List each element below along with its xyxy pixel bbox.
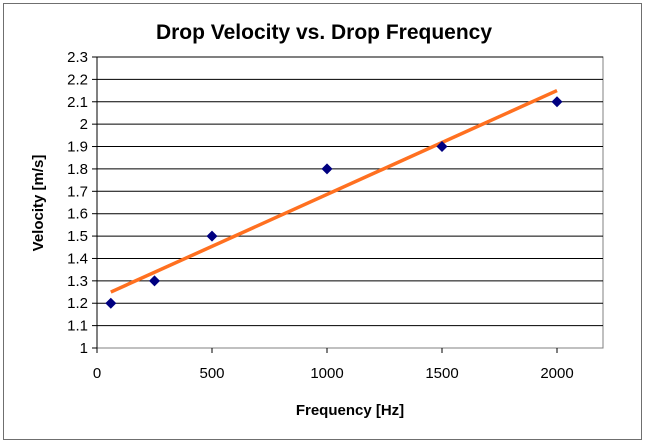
y-tick-label: 1 bbox=[80, 340, 88, 357]
y-tick-label: 2 bbox=[80, 116, 88, 133]
x-tick-label: 500 bbox=[199, 365, 224, 382]
y-tick-label: 1.3 bbox=[67, 273, 88, 290]
y-tick-label: 1.5 bbox=[67, 228, 88, 245]
x-tick-label: 1000 bbox=[310, 365, 343, 382]
data-point-marker bbox=[321, 163, 333, 175]
plot-area bbox=[96, 56, 604, 349]
chart-title: Drop Velocity vs. Drop Frequency bbox=[156, 21, 492, 44]
data-point-marker bbox=[436, 141, 448, 153]
y-tick-label: 1.4 bbox=[67, 250, 88, 267]
chart-frame bbox=[3, 3, 642, 440]
y-tick-label: 1.6 bbox=[67, 206, 88, 223]
y-tick-label: 1.7 bbox=[67, 183, 88, 200]
data-point-marker bbox=[206, 230, 218, 242]
y-axis-label: Velocity [m/s] bbox=[30, 155, 47, 252]
y-tick-label: 2.1 bbox=[67, 94, 88, 111]
x-axis-label: Frequency [Hz] bbox=[296, 402, 404, 419]
y-tick-label: 1.8 bbox=[67, 161, 88, 178]
y-tick-label: 2.2 bbox=[67, 71, 88, 88]
x-tick-label: 2000 bbox=[540, 365, 573, 382]
x-tick-label: 0 bbox=[93, 365, 101, 382]
x-axis-ticks: 0 500 1000 1500 2000 bbox=[93, 348, 574, 382]
data-point-marker bbox=[105, 297, 117, 309]
trendline bbox=[110, 88, 558, 294]
data-point-marker bbox=[149, 275, 160, 287]
x-tick-label: 1500 bbox=[425, 365, 458, 382]
grid-lines bbox=[96, 56, 603, 348]
y-tick-label: 2.3 bbox=[67, 49, 88, 66]
y-tick-label: 1.1 bbox=[67, 318, 88, 335]
trendline-group bbox=[110, 88, 558, 294]
y-axis-ticks: 1 1.1 1.2 1.3 1.4 1.5 1.6 1.7 1.8 1.9 2 2.1 2.2 2.3 bbox=[67, 49, 97, 357]
y-tick-label: 1.9 bbox=[67, 139, 88, 156]
data-point-marker bbox=[551, 96, 563, 108]
y-tick-label: 1.2 bbox=[67, 295, 88, 312]
data-points bbox=[105, 96, 563, 309]
